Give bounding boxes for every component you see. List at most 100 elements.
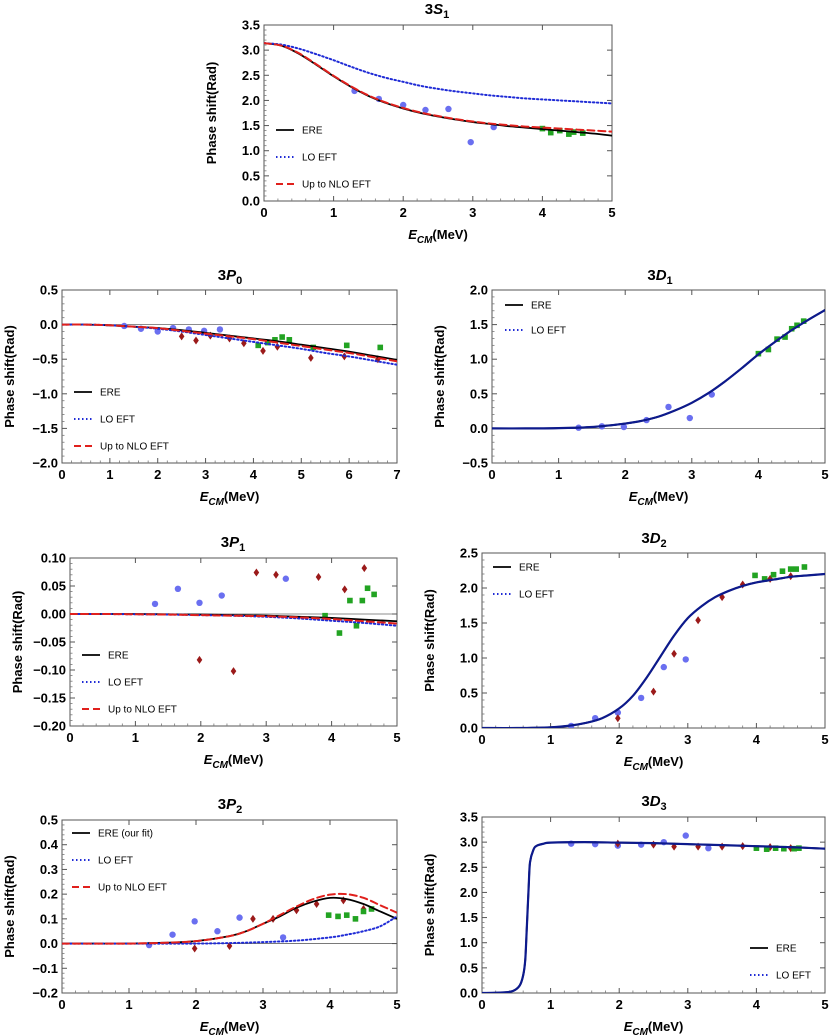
data-point-square xyxy=(761,576,768,582)
y-tick-label: 1.0 xyxy=(460,651,478,666)
x-label-subscript: CM xyxy=(637,497,653,508)
y-tick-label: −0.5 xyxy=(32,352,58,367)
data-point-circle xyxy=(665,403,672,411)
legend: ERE LO EFT xyxy=(493,563,554,601)
x-axis-label: ECM(MeV) xyxy=(629,489,689,508)
legend-label: LO EFT xyxy=(100,415,135,426)
series-line-dotted xyxy=(482,572,825,728)
legend: ERE LO EFT xyxy=(750,944,811,982)
y-tick-label: −0.20 xyxy=(33,719,66,734)
data-point-square xyxy=(322,612,328,619)
chart-title: 3D3 xyxy=(641,793,666,813)
title-letter: D xyxy=(650,530,661,547)
y-tick-label: 1.5 xyxy=(470,317,488,332)
title-letter: P xyxy=(229,534,240,551)
data-point-square xyxy=(371,591,377,598)
x-tick-label: 0 xyxy=(488,467,495,482)
series-line-dotted xyxy=(62,915,397,945)
data-point-circle xyxy=(191,918,198,925)
chart-title: 3P0 xyxy=(218,267,242,287)
y-tick-label: 0.5 xyxy=(460,686,478,701)
data-point-square xyxy=(787,566,794,572)
legend-label: ERE xyxy=(302,126,323,137)
y-tick-label: 2.0 xyxy=(470,283,488,298)
y-tick-label: 1.5 xyxy=(460,616,478,631)
x-tick-label: 1 xyxy=(330,205,337,220)
title-letter: P xyxy=(226,796,237,813)
data-point-square xyxy=(272,337,278,343)
title-main: 3 xyxy=(641,793,649,810)
title-main: 3 xyxy=(641,530,649,547)
plot-area xyxy=(70,564,397,676)
x-tick-label: 0 xyxy=(478,997,485,1012)
data-point-diamond xyxy=(308,353,314,362)
data-point-square xyxy=(781,845,787,852)
y-tick-label: 0.1 xyxy=(40,911,58,926)
y-axis-label: Phase shift(Rad) xyxy=(422,589,437,692)
title-main: 3 xyxy=(221,534,229,551)
data-point-square xyxy=(286,337,293,343)
title-subscript: 2 xyxy=(236,804,242,816)
x-axis-label: ECM(MeV) xyxy=(200,489,260,508)
plot-frame xyxy=(481,552,826,729)
plot-frame xyxy=(481,816,826,994)
y-tick-label: 0.0 xyxy=(460,721,478,736)
y-tick-label: 0.5 xyxy=(40,283,58,298)
legend-label: LO EFT xyxy=(302,153,337,164)
plot-area xyxy=(62,892,397,953)
chart-title: 3D2 xyxy=(641,530,666,550)
data-point-diamond xyxy=(193,336,199,345)
y-axis-label: Phase shift(Rad) xyxy=(422,854,437,957)
x-tick-label: 5 xyxy=(608,205,615,220)
data-point-square xyxy=(279,334,285,340)
plot-area xyxy=(264,42,612,146)
legend-label: Up to NLO EFT xyxy=(108,705,177,716)
x-tick-label: 3 xyxy=(684,732,691,747)
x-tick-label: 2 xyxy=(622,467,629,482)
data-point-circle xyxy=(169,931,176,938)
title-letter: D xyxy=(656,267,667,284)
y-tick-label: 0.5 xyxy=(40,813,58,828)
x-tick-label: 1 xyxy=(547,732,554,747)
title-subscript: 1 xyxy=(443,9,449,21)
x-axis-label: ECM(MeV) xyxy=(624,1019,684,1035)
data-point-square xyxy=(772,845,779,851)
y-tick-label: 0.3 xyxy=(40,862,58,877)
data-point-square xyxy=(763,846,770,852)
data-point-diamond xyxy=(178,332,185,341)
title-subscript: 0 xyxy=(236,275,242,287)
plot-area xyxy=(482,564,825,728)
y-tick-label: 0.0 xyxy=(242,194,260,209)
plot-area xyxy=(492,309,825,431)
x-label-main: E xyxy=(204,752,213,767)
legend-label: LO EFT xyxy=(108,678,143,689)
data-point-square xyxy=(779,568,786,574)
x-axis-label: ECM(MeV) xyxy=(624,754,684,773)
data-point-diamond xyxy=(341,585,348,594)
x-label-unit: (MeV) xyxy=(653,489,688,504)
data-point-square xyxy=(793,566,799,572)
y-tick-label: 2.5 xyxy=(460,860,478,875)
legend-label: Up to NLO EFT xyxy=(98,883,167,894)
y-axis-label: Phase shift(Rad) xyxy=(10,591,25,694)
title-subscript: 1 xyxy=(239,542,245,554)
x-label-unit: (MeV) xyxy=(648,1019,683,1034)
title-letter: D xyxy=(650,793,661,810)
x-tick-label: 3 xyxy=(259,997,266,1012)
data-point-diamond xyxy=(695,616,701,625)
data-point-diamond xyxy=(315,573,322,582)
chart-title: 3P1 xyxy=(221,534,245,554)
legend-label: ERE xyxy=(108,651,129,662)
data-point-circle xyxy=(467,138,474,146)
title-subscript: 1 xyxy=(667,275,673,287)
plot-frame xyxy=(491,289,826,464)
plot-frame xyxy=(69,557,398,727)
data-point-square xyxy=(343,342,350,349)
y-tick-label: −0.10 xyxy=(33,663,66,678)
x-tick-label: 1 xyxy=(547,997,554,1012)
y-tick-label: 3.5 xyxy=(242,18,260,33)
x-tick-label: 2 xyxy=(400,205,407,220)
data-point-diamond xyxy=(260,346,266,355)
y-tick-label: 0.0 xyxy=(40,936,58,951)
x-tick-label: 1 xyxy=(106,467,113,482)
